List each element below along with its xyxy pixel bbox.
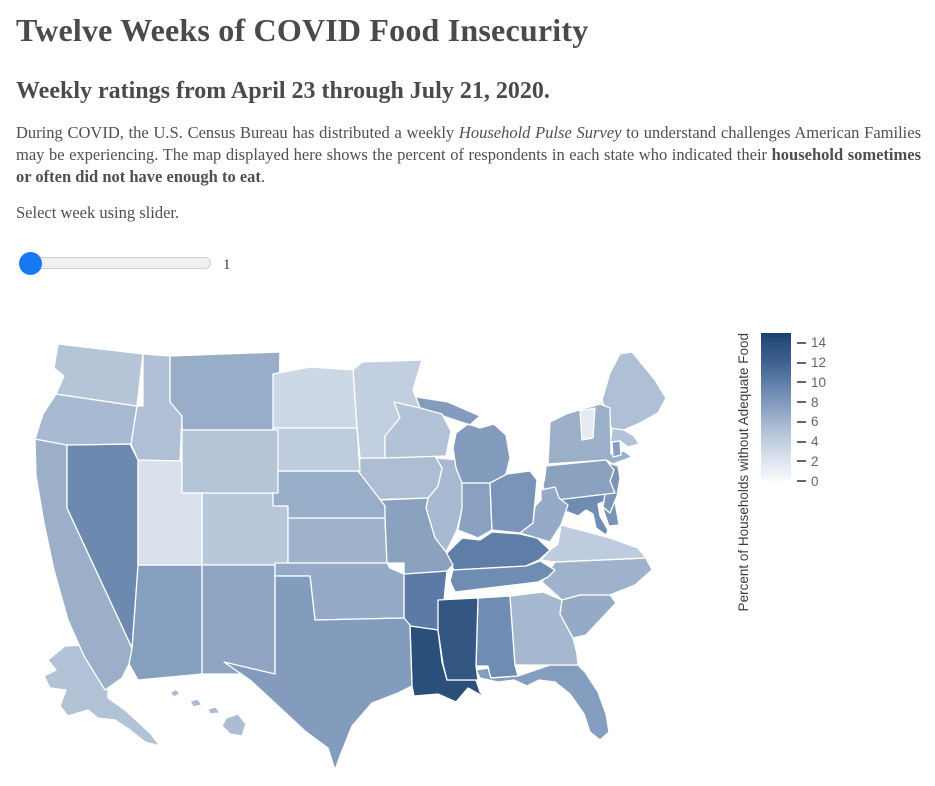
state-ms[interactable] xyxy=(437,597,479,681)
description-italic: Household Pulse Survey xyxy=(458,123,622,142)
legend-tick-dash xyxy=(797,420,806,423)
legend-tick-dash xyxy=(797,401,806,404)
legend-tick-0: 0 xyxy=(797,473,819,489)
week-slider[interactable]: 1 xyxy=(0,246,300,286)
legend-tick-label: 12 xyxy=(811,355,827,371)
state-la[interactable] xyxy=(409,625,487,703)
legend-tick-dash xyxy=(797,460,806,463)
state-va[interactable] xyxy=(540,524,647,563)
legend-tick-dash xyxy=(797,341,806,344)
state-tx[interactable] xyxy=(223,575,413,771)
slider-track[interactable] xyxy=(20,257,211,269)
page-title: Twelve Weeks of COVID Food Insecurity xyxy=(16,12,589,48)
state-me[interactable] xyxy=(601,351,667,431)
slider-thumb[interactable] xyxy=(19,252,42,275)
state-wv[interactable] xyxy=(519,486,569,543)
state-wy[interactable] xyxy=(181,429,279,494)
state-hi[interactable] xyxy=(169,688,247,737)
us-map-svg xyxy=(34,343,667,771)
state-tn[interactable] xyxy=(449,560,556,593)
legend-tick-dash xyxy=(797,480,806,482)
state-ak[interactable] xyxy=(43,643,161,747)
legend-tick-14: 14 xyxy=(797,335,826,351)
us-choropleth-map xyxy=(10,318,730,776)
state-sc[interactable] xyxy=(559,594,617,639)
state-sd[interactable] xyxy=(272,427,361,472)
description-bold: household sometimes or often did not hav… xyxy=(16,145,922,186)
state-pa[interactable] xyxy=(542,459,616,502)
state-wa[interactable] xyxy=(53,343,144,407)
state-nc[interactable] xyxy=(541,557,653,601)
slider-instruction: Select week using slider. xyxy=(16,203,180,222)
state-nm[interactable] xyxy=(201,564,276,675)
state-wi[interactable] xyxy=(384,401,452,459)
state-az[interactable] xyxy=(128,564,203,681)
legend-tick-label: 6 xyxy=(811,414,819,430)
state-fl[interactable] xyxy=(475,664,610,741)
legend-colorbar xyxy=(761,333,791,481)
legend-tick-dash xyxy=(797,361,806,364)
page-subtitle: Weekly ratings from April 23 through Jul… xyxy=(16,78,550,104)
legend-tick-2: 2 xyxy=(797,453,819,469)
state-mt[interactable] xyxy=(169,351,281,431)
state-ne[interactable] xyxy=(272,470,386,519)
legend-tick-10: 10 xyxy=(797,374,826,390)
legend-tick-label: 8 xyxy=(811,394,819,410)
description-part2: to understand challenges American Famili… xyxy=(16,123,921,164)
legend-tick-6: 6 xyxy=(797,414,819,430)
legend-tick-12: 12 xyxy=(797,355,826,371)
slider-value: 1 xyxy=(223,257,231,273)
legend-title: Percent of Households without Adequate F… xyxy=(736,333,751,612)
legend-tick-label: 14 xyxy=(811,335,827,351)
legend-tick-label: 2 xyxy=(811,453,819,469)
state-vt[interactable] xyxy=(579,407,596,441)
color-legend: Percent of Households without Adequate F… xyxy=(736,328,846,658)
legend-tick-4: 4 xyxy=(797,434,819,450)
legend-tick-8: 8 xyxy=(797,394,819,410)
state-ks[interactable] xyxy=(287,517,388,564)
description-part3: . xyxy=(260,167,266,186)
legend-tick-label: 4 xyxy=(811,434,819,450)
state-nd[interactable] xyxy=(272,366,358,429)
legend-tick-dash xyxy=(797,440,806,443)
description-part1: During COVID, the U.S. Census Bureau has… xyxy=(16,123,459,142)
state-in[interactable] xyxy=(457,482,493,539)
state-oh[interactable] xyxy=(489,470,538,534)
description: During COVID, the U.S. Census Bureau has… xyxy=(16,122,921,188)
legend-tick-dash xyxy=(797,381,806,384)
legend-tick-label: 10 xyxy=(811,374,827,390)
legend-tick-label: 0 xyxy=(811,473,819,489)
state-ri[interactable] xyxy=(611,440,622,458)
